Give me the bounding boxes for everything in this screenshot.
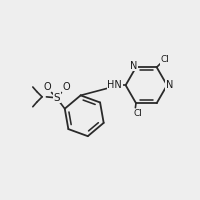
Text: Cl: Cl — [134, 109, 142, 118]
Text: N: N — [130, 61, 137, 71]
Text: N: N — [166, 80, 173, 90]
Text: Cl: Cl — [161, 55, 169, 64]
Text: O: O — [43, 82, 51, 92]
Text: HN: HN — [107, 80, 122, 90]
Text: S: S — [54, 93, 60, 103]
Text: O: O — [62, 82, 70, 92]
